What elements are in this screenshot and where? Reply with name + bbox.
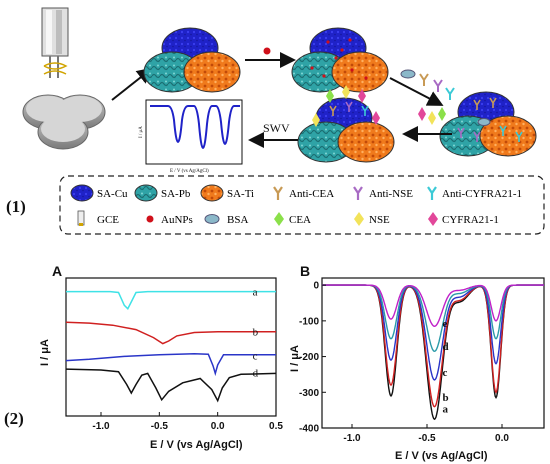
panel-a-xtick-label: 0.0 <box>211 421 225 432</box>
chart-panel-b: B ab c de -1.0 -0.5 0.0 0 -100 -200 -300 -400 E /… <box>289 263 545 462</box>
panel-b-ytick-label: -300 <box>299 388 319 399</box>
panel-a-xtick-label: 0.5 <box>269 421 283 432</box>
panel-b-ytick-label: -200 <box>299 352 319 363</box>
legend-anti-nse: Anti-NSE <box>369 188 413 200</box>
panel-b-xlabel: E / V (vs Ag/AgCl) <box>395 450 488 462</box>
inset-y-label: I / μA <box>139 126 144 138</box>
aunp-disc-group <box>291 27 389 93</box>
aunp-icon <box>263 47 271 55</box>
antigen-icons <box>418 107 446 125</box>
sa-cu-icon <box>70 184 94 202</box>
panel-a-xtick-label: -1.0 <box>92 421 110 432</box>
panel-a-series-a <box>66 290 276 310</box>
panel-b-series-label-b: b <box>443 392 449 404</box>
swv-label: SWV <box>263 121 290 135</box>
antibody-cluster-icons <box>419 73 455 100</box>
sa-disc-group <box>143 27 241 93</box>
legend-sa-pb: SA-Pb <box>161 188 191 200</box>
panel-b-series-label-a: a <box>443 403 449 415</box>
aunps-icon <box>146 215 154 223</box>
bsa-icon-scheme <box>400 69 416 79</box>
legend-nse: NSE <box>369 214 390 226</box>
panel-a-series-d <box>65 368 277 403</box>
panel-b-ylabel: I / μA <box>289 345 301 372</box>
panel-b-ytick-label: 0 <box>313 281 319 292</box>
panel-b-series-label-c: c <box>443 367 448 379</box>
panel-a-series-label-a: a <box>253 287 258 299</box>
legend-box: (1) SA-Cu SA-Pb SA-Ti Anti-CEA Anti-NSE … <box>6 175 545 235</box>
part-label-1: (1) <box>6 197 26 216</box>
legend-sa-cu: SA-Cu <box>97 188 128 200</box>
arrow-antibodies <box>389 77 444 106</box>
panel-b-series-e <box>322 284 544 328</box>
legend-anti-cea: Anti-CEA <box>289 188 334 200</box>
scheme-panel: SWV E / V (vs Ag/AgCl) I / μA <box>22 7 537 174</box>
legend-cea: CEA <box>289 214 311 226</box>
nse-icon <box>354 212 364 226</box>
panel-b-xtick-label: -1.0 <box>343 433 361 444</box>
legend-cyfra: CYFRA21-1 <box>442 214 499 226</box>
cea-icon <box>274 212 284 226</box>
panel-a-series-c <box>65 353 276 377</box>
panel-a-series-b <box>65 321 276 345</box>
anti-nse-icon <box>353 186 363 200</box>
antigen-disc-group <box>297 85 395 163</box>
panel-a-series-label-c: c <box>253 351 258 363</box>
panel-b-series-label-d: d <box>443 341 449 353</box>
sa-pb-icon <box>134 184 158 202</box>
legend-anti-cyfra: Anti-CYFRA21-1 <box>442 188 522 200</box>
sa-ti-icon <box>200 184 224 202</box>
gce-icon <box>77 210 85 226</box>
arrow-modify <box>111 67 154 101</box>
panel-b-series-label-e: e <box>443 318 448 330</box>
swv-inset-plot: E / V (vs Ag/AgCl) I / μA <box>139 99 243 174</box>
panel-a-ylabel: I / μA <box>39 339 51 366</box>
inset-x-label: E / V (vs Ag/AgCl) <box>170 169 209 174</box>
cyfra-icon <box>428 212 438 226</box>
panel-b-xtick-label: -0.5 <box>418 433 436 444</box>
panel-b-letter: B <box>300 263 310 279</box>
panel-a-series-label-b: b <box>253 327 259 339</box>
chart-panel-a: A a bcd -1.0 -0.5 0.0 0.5 E / V (vs Ag/AgCl)… <box>39 263 283 451</box>
panel-b-ytick-label: -400 <box>299 424 319 435</box>
part-label-2: (2) <box>4 409 24 428</box>
panel-a-frame <box>65 277 277 417</box>
legend-gce: GCE <box>97 214 119 226</box>
legend-aunps: AuNPs <box>161 214 193 226</box>
anti-cyfra-icon <box>427 186 437 200</box>
legend-sa-ti: SA-Ti <box>227 188 254 200</box>
antibody-disc-group <box>439 91 537 157</box>
bsa-icon <box>204 214 220 224</box>
anti-cea-icon <box>273 186 283 200</box>
gce-electrode <box>41 7 69 78</box>
panel-b-xtick-label: 0.0 <box>495 433 509 444</box>
panel-b-ytick-label: -100 <box>299 316 319 327</box>
panel-a-xtick-label: -0.5 <box>151 421 169 432</box>
panel-a-letter: A <box>52 263 62 279</box>
panel-a-series-label-d: d <box>253 368 259 380</box>
legend-bsa: BSA <box>227 214 248 226</box>
bare-gce-discs <box>22 94 106 150</box>
panel-a-xlabel: E / V (vs Ag/AgCl) <box>150 439 243 451</box>
